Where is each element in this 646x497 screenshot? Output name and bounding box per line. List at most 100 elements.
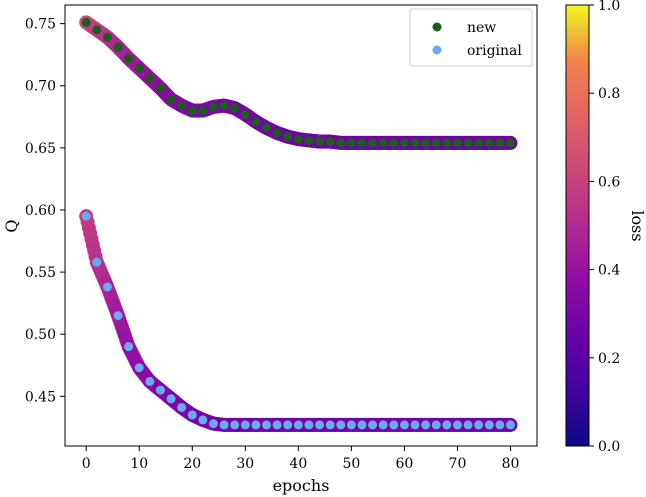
- point-original: [304, 420, 314, 430]
- x-tick-label: 40: [289, 456, 307, 472]
- y-tick-label: 0.55: [25, 265, 56, 281]
- point-new: [293, 134, 303, 144]
- point-new: [315, 137, 325, 147]
- point-new: [431, 138, 441, 148]
- point-original: [251, 420, 261, 430]
- y-tick-label: 0.65: [25, 141, 56, 157]
- point-new: [155, 83, 165, 93]
- point-new: [262, 123, 272, 133]
- point-new: [442, 138, 452, 148]
- point-original: [81, 211, 91, 221]
- point-original: [336, 420, 346, 430]
- point-new: [92, 25, 102, 35]
- point-original: [177, 402, 187, 412]
- point-original: [346, 420, 356, 430]
- colorbar-tick-label: 0.8: [598, 86, 620, 102]
- point-original: [166, 394, 176, 404]
- point-new: [219, 101, 229, 111]
- x-tick-label: 50: [342, 456, 360, 472]
- legend-marker-original: [432, 45, 442, 55]
- colorbar-ticks: 0.0 0.2 0.4 0.6 0.8 1.0: [589, 0, 620, 455]
- point-new: [124, 53, 134, 63]
- x-axis-label: epochs: [273, 476, 330, 495]
- point-original: [389, 420, 399, 430]
- point-original: [240, 420, 250, 430]
- point-new: [421, 138, 431, 148]
- colorbar-tick-label: 0.6: [598, 174, 620, 190]
- point-original: [272, 420, 282, 430]
- x-axis: 0 10 20 30 40 50 60 70 80: [82, 446, 520, 472]
- point-original: [134, 363, 144, 373]
- y-axis: 0.45 0.50 0.55 0.60 0.65 0.70 0.75: [25, 17, 65, 405]
- point-original: [113, 311, 123, 321]
- x-tick-label: 60: [396, 456, 414, 472]
- point-new: [304, 135, 314, 145]
- point-new: [495, 138, 505, 148]
- point-original: [283, 420, 293, 430]
- point-original: [92, 257, 102, 267]
- colorbar: 0.0 0.2 0.4 0.6 0.8 1.0 loss: [565, 0, 646, 455]
- point-new: [166, 94, 176, 104]
- point-original: [208, 419, 218, 429]
- data-markers: [81, 17, 515, 430]
- point-original: [145, 376, 155, 386]
- colorbar-gradient: [565, 4, 590, 447]
- legend-label-new: new: [467, 20, 496, 36]
- point-original: [155, 385, 165, 395]
- point-new: [251, 117, 261, 127]
- colorbar-label: loss: [628, 210, 646, 241]
- point-new: [113, 42, 123, 52]
- point-new: [187, 106, 197, 116]
- point-new: [272, 128, 282, 138]
- point-new: [230, 103, 240, 113]
- point-new: [484, 138, 494, 148]
- point-new: [81, 17, 91, 27]
- point-original: [219, 420, 229, 430]
- point-new: [368, 138, 378, 148]
- y-tick-label: 0.60: [25, 203, 56, 219]
- loss-bands: [79, 15, 518, 432]
- point-new: [410, 138, 420, 148]
- y-tick-label: 0.50: [25, 327, 56, 343]
- point-original: [368, 420, 378, 430]
- point-new: [102, 32, 112, 42]
- y-tick-label: 0.75: [25, 17, 56, 33]
- x-tick-label: 20: [183, 456, 201, 472]
- point-new: [505, 138, 515, 148]
- point-original: [262, 420, 272, 430]
- legend: new original: [409, 8, 533, 67]
- legend-label-original: original: [467, 43, 522, 59]
- point-original: [410, 420, 420, 430]
- point-original: [187, 410, 197, 420]
- x-tick-label: 80: [502, 456, 520, 472]
- point-new: [346, 138, 356, 148]
- y-tick-label: 0.70: [25, 79, 56, 95]
- point-original: [124, 342, 134, 352]
- point-new: [399, 138, 409, 148]
- point-original: [315, 420, 325, 430]
- point-original: [325, 420, 335, 430]
- point-new: [452, 138, 462, 148]
- point-original: [102, 282, 112, 292]
- point-new: [283, 132, 293, 142]
- y-tick-label: 0.45: [25, 389, 56, 405]
- point-new: [336, 138, 346, 148]
- point-new: [134, 63, 144, 73]
- colorbar-tick-label: 1.0: [598, 0, 620, 14]
- point-original: [495, 420, 505, 430]
- point-original: [452, 420, 462, 430]
- point-new: [389, 138, 399, 148]
- point-original: [484, 420, 494, 430]
- point-new: [198, 106, 208, 116]
- point-new: [378, 138, 388, 148]
- y-axis-label: Q: [2, 219, 21, 232]
- point-new: [474, 138, 484, 148]
- point-new: [240, 109, 250, 119]
- point-original: [474, 420, 484, 430]
- point-original: [421, 420, 431, 430]
- point-original: [505, 420, 515, 430]
- point-original: [399, 420, 409, 430]
- point-new: [208, 102, 218, 112]
- point-new: [357, 138, 367, 148]
